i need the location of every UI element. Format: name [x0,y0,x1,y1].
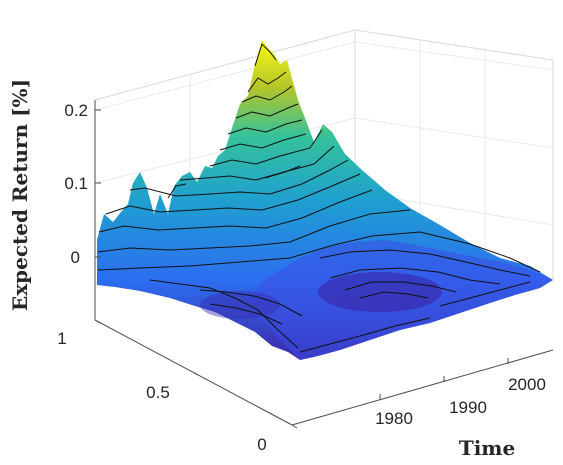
axes: 0.2 0.1 0 1 0.5 0 1980 1990 2000 Time Ex… [8,79,554,460]
x-tick-label: 1980 [375,409,413,428]
z-tick-label: 0.1 [64,174,88,193]
x-axis-label: Time [459,436,515,460]
z-axis-label: Expected Return [%] [8,79,32,311]
x-ticks: 1980 1990 2000 [375,358,546,428]
x-tick-label: 1990 [449,398,487,417]
z-tick-label: 0.2 [64,101,88,120]
trough-shade [318,272,442,312]
x-tick-label: 2000 [508,375,546,394]
y-tick-label: 0.5 [146,383,170,402]
surface-mesh [97,40,553,360]
z-ticks: 0.2 0.1 0 [64,101,101,267]
contour-lines [97,43,541,353]
y-tick-label: 0 [257,435,266,454]
y-tick-label: 1 [57,329,66,348]
z-tick-label: 0 [71,248,80,267]
y-ticks: 1 0.5 0 [57,319,298,454]
trough-shade-left [200,291,280,319]
x-axis-line [291,349,554,426]
